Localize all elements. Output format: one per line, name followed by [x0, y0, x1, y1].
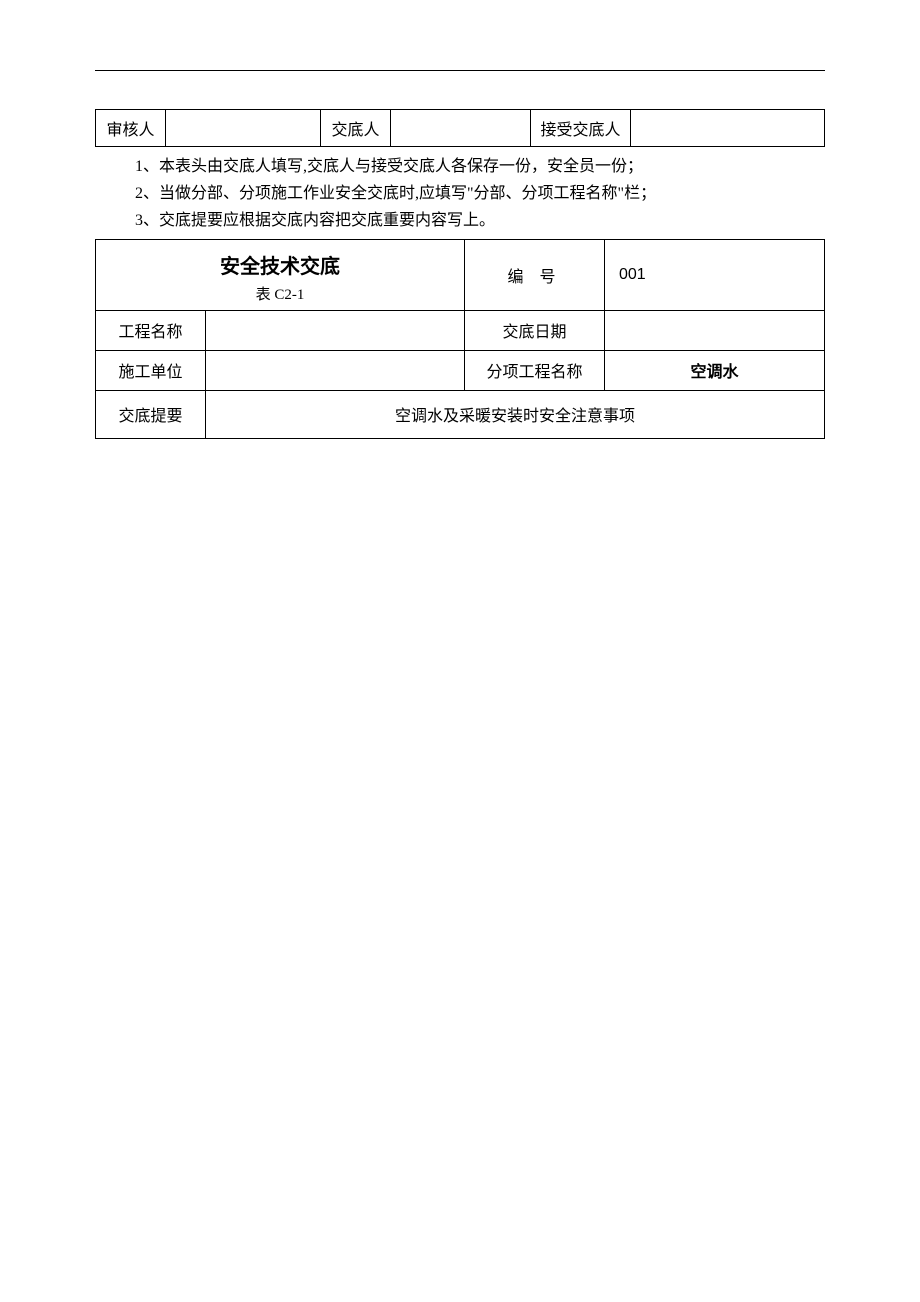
receiver-label: 接受交底人: [531, 110, 631, 147]
briefer-label: 交底人: [321, 110, 391, 147]
note-line-2: 2、当做分部、分项施工作业安全交底时,应填写"分部、分项工程名称"栏；: [135, 180, 825, 207]
number-value: 001: [605, 239, 825, 310]
top-divider: [95, 70, 825, 71]
table-subtitle: 表 C2-1: [96, 283, 464, 304]
contractor-label: 施工单位: [96, 350, 206, 390]
table-row: 工程名称 交底日期: [96, 310, 825, 350]
project-name-value: [206, 310, 465, 350]
briefer-value: [391, 110, 531, 147]
contractor-value: [206, 350, 465, 390]
receiver-value: [631, 110, 825, 147]
table-row: 施工单位 分项工程名称 空调水: [96, 350, 825, 390]
note-line-3: 3、交底提要应根据交底内容把交底重要内容写上。: [135, 207, 825, 234]
briefing-date-label: 交底日期: [465, 310, 605, 350]
briefing-table: 安全技术交底 表 C2-1 编 号 001 工程名称 交底日期 施工单位 分项工…: [95, 239, 825, 439]
summary-row: 交底提要 空调水及采暖安装时安全注意事项: [96, 390, 825, 438]
subitem-label: 分项工程名称: [465, 350, 605, 390]
number-label: 编 号: [465, 239, 605, 310]
table-row: 审核人 交底人 接受交底人: [96, 110, 825, 147]
briefing-date-value: [605, 310, 825, 350]
notes-block: 1、本表头由交底人填写,交底人与接受交底人各保存一份，安全员一份； 2、当做分部…: [135, 153, 825, 235]
summary-value: 空调水及采暖安装时安全注意事项: [206, 390, 825, 438]
header-row: 安全技术交底 表 C2-1 编 号 001: [96, 239, 825, 310]
reviewer-label: 审核人: [96, 110, 166, 147]
summary-label: 交底提要: [96, 390, 206, 438]
table-title: 安全技术交底: [96, 250, 464, 279]
subitem-value: 空调水: [605, 350, 825, 390]
project-name-label: 工程名称: [96, 310, 206, 350]
signoff-table: 审核人 交底人 接受交底人: [95, 109, 825, 147]
table-title-cell: 安全技术交底 表 C2-1: [96, 239, 465, 310]
reviewer-value: [166, 110, 321, 147]
note-line-1: 1、本表头由交底人填写,交底人与接受交底人各保存一份，安全员一份；: [135, 153, 825, 180]
